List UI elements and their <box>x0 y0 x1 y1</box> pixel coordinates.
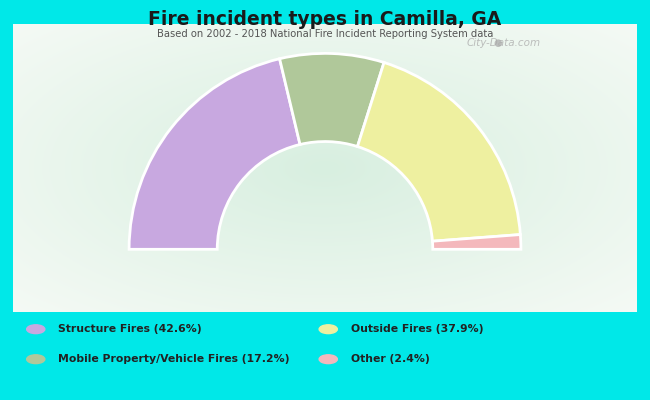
Text: Structure Fires (42.6%): Structure Fires (42.6%) <box>58 324 202 334</box>
Text: City-Data.com: City-Data.com <box>467 38 541 48</box>
Wedge shape <box>358 62 521 241</box>
Text: Fire incident types in Camilla, GA: Fire incident types in Camilla, GA <box>148 10 502 29</box>
Wedge shape <box>280 53 384 146</box>
Text: Based on 2002 - 2018 National Fire Incident Reporting System data: Based on 2002 - 2018 National Fire Incid… <box>157 29 493 39</box>
Text: Other (2.4%): Other (2.4%) <box>351 354 430 364</box>
Text: Outside Fires (37.9%): Outside Fires (37.9%) <box>351 324 484 334</box>
Wedge shape <box>129 59 300 249</box>
Text: ●: ● <box>493 38 502 48</box>
Wedge shape <box>432 234 521 249</box>
Text: Mobile Property/Vehicle Fires (17.2%): Mobile Property/Vehicle Fires (17.2%) <box>58 354 290 364</box>
